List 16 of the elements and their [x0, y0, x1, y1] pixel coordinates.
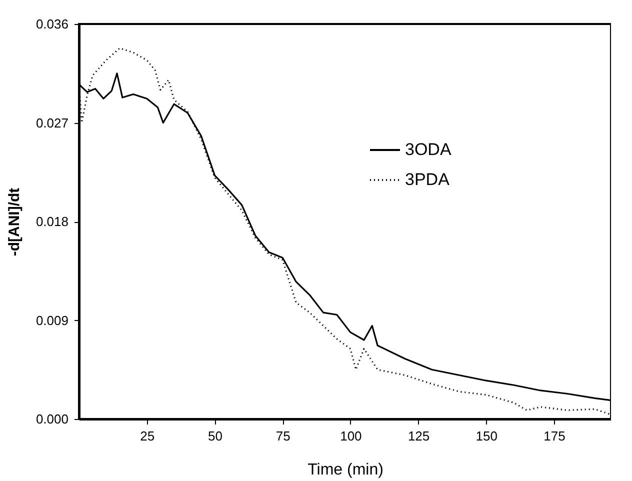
x-tick-label: 50: [208, 428, 222, 444]
y-axis-title: -d[ANI]/dt: [6, 188, 23, 256]
x-tick-label: 125: [408, 428, 430, 444]
x-tick-label: 175: [544, 428, 566, 444]
legend-label: 3PDA: [405, 170, 450, 189]
y-tick-label: 0.036: [36, 16, 68, 32]
y-tick-label: 0.009: [36, 312, 68, 328]
x-tick-label: 75: [276, 428, 290, 444]
x-tick-label: 100: [340, 428, 362, 444]
y-tick-label: 0.018: [36, 214, 68, 229]
x-axis-title: Time (min): [308, 462, 384, 478]
y-tick-label: 0.027: [36, 115, 68, 130]
y-tick-label: 0.000: [36, 412, 68, 426]
x-tick-label: 25: [140, 428, 155, 444]
legend-label: 3ODA: [405, 140, 452, 159]
x-tick-label: 150: [476, 428, 498, 444]
